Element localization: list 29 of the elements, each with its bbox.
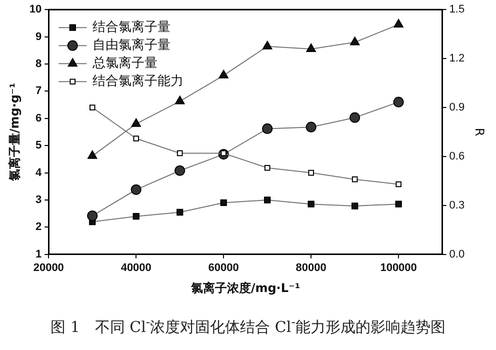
legend-label: 结合氯离子能力: [92, 72, 184, 89]
y-tick-label: 1: [36, 248, 42, 260]
legend-label: 总氯离子量: [92, 54, 158, 71]
y-tick-label: 5: [36, 140, 42, 152]
x-tick-label: 80000: [296, 262, 326, 274]
legend-label: 结合氯离子量: [92, 18, 171, 35]
y-tick-label: 4: [36, 166, 43, 179]
y2-tick-label: 1.5: [449, 4, 465, 16]
y2-tick-label: 0.9: [449, 102, 465, 114]
y2-axis-title: R: [472, 128, 487, 136]
y2-tick-label: 0.6: [449, 150, 465, 163]
y2-tick-label: 1.2: [449, 52, 465, 65]
caption: 图 1 不同 Cl$^{-}$浓度对固化体结合 Cl$^{-}$能力形成的影响趋势图: [50, 314, 446, 337]
y2-tick-label: 0.0: [449, 248, 465, 260]
y-tick-label: 7: [36, 85, 42, 98]
x-tick-label: 60000: [208, 262, 239, 274]
y2-tick-label: 0.3: [449, 199, 465, 212]
y-tick-label: 9: [36, 30, 42, 43]
x-tick-label: 40000: [120, 262, 152, 274]
x-tick-label: 100000: [380, 262, 417, 274]
y-tick-label: 10: [29, 4, 42, 16]
y-tick-label: 3: [36, 194, 42, 206]
y-tick-label: 8: [36, 58, 42, 70]
y-axis-title: 氯离子量/mg·g⁻¹: [7, 82, 22, 182]
x-axis-title: 氯离子浓度/mg·L⁻¹: [190, 280, 300, 295]
legend-label: 自由氯离子量: [92, 36, 171, 53]
x-tick-label: 20000: [33, 262, 64, 274]
y-tick-label: 2: [36, 221, 42, 234]
y-tick-label: 6: [36, 112, 42, 124]
